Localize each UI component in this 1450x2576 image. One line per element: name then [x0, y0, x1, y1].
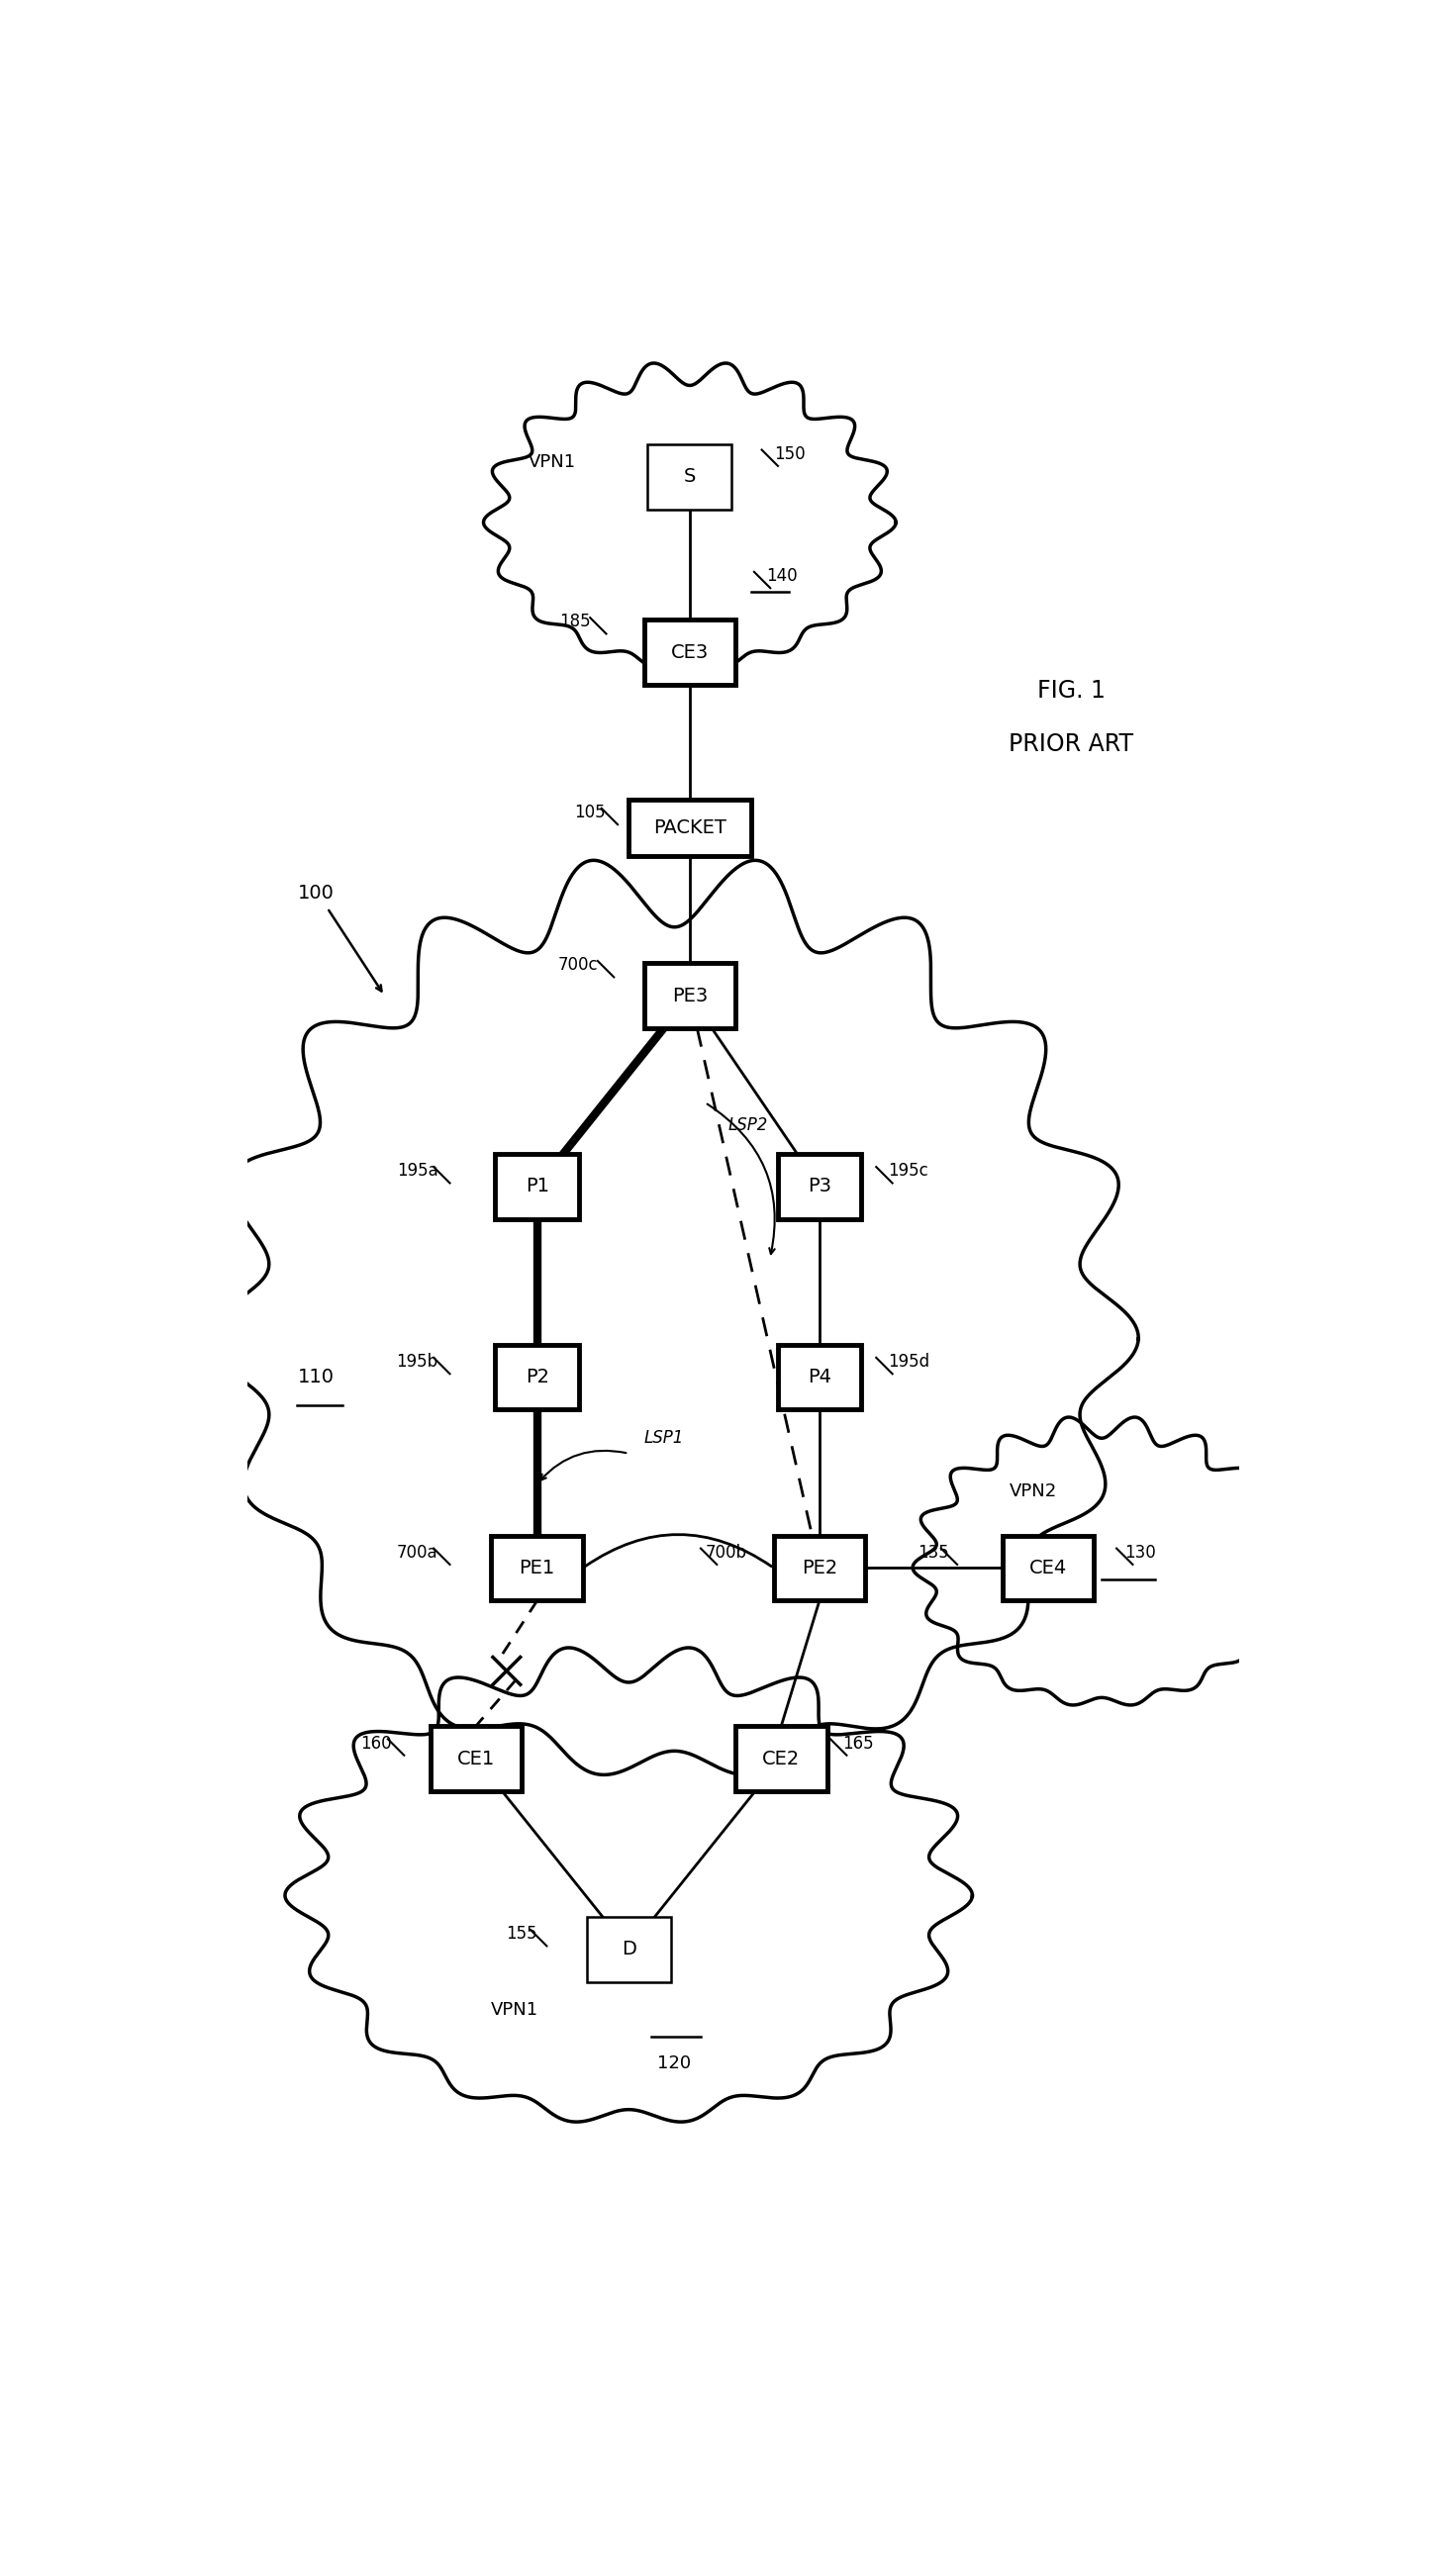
FancyBboxPatch shape: [629, 799, 751, 855]
Text: 150: 150: [774, 446, 805, 464]
Text: 130: 130: [1125, 1543, 1156, 1561]
Text: VPN1: VPN1: [529, 453, 576, 471]
FancyBboxPatch shape: [431, 1726, 522, 1790]
Text: 160: 160: [361, 1734, 392, 1752]
FancyBboxPatch shape: [648, 446, 732, 510]
Text: 155: 155: [506, 1924, 536, 1942]
Text: PE2: PE2: [802, 1558, 837, 1577]
Text: VPN2: VPN2: [1009, 1484, 1057, 1499]
Text: P3: P3: [808, 1177, 831, 1195]
Text: 165: 165: [842, 1734, 873, 1752]
Text: S: S: [683, 469, 696, 487]
FancyBboxPatch shape: [735, 1726, 826, 1790]
Text: 100: 100: [297, 884, 334, 902]
FancyBboxPatch shape: [644, 963, 735, 1028]
Text: 110: 110: [297, 1368, 334, 1386]
Text: CE4: CE4: [1029, 1558, 1067, 1577]
Text: FIG. 1: FIG. 1: [1037, 677, 1105, 703]
FancyBboxPatch shape: [644, 621, 735, 685]
Text: 700c: 700c: [558, 956, 599, 974]
Text: D: D: [621, 1940, 637, 1958]
Text: 195c: 195c: [887, 1162, 928, 1180]
FancyBboxPatch shape: [777, 1154, 861, 1218]
Text: CE2: CE2: [763, 1749, 800, 1767]
Text: P1: P1: [525, 1177, 550, 1195]
Text: 700b: 700b: [705, 1543, 747, 1561]
FancyBboxPatch shape: [1002, 1535, 1095, 1600]
Text: PRIOR ART: PRIOR ART: [1009, 732, 1134, 755]
Text: PACKET: PACKET: [652, 819, 726, 837]
Text: 195b: 195b: [396, 1352, 438, 1370]
Text: PE3: PE3: [671, 987, 708, 1005]
Text: CE1: CE1: [457, 1749, 494, 1767]
FancyBboxPatch shape: [494, 1154, 579, 1218]
Text: PE1: PE1: [519, 1558, 555, 1577]
FancyBboxPatch shape: [777, 1345, 861, 1409]
Text: 105: 105: [574, 804, 606, 822]
FancyArrowPatch shape: [586, 1535, 771, 1566]
FancyBboxPatch shape: [587, 1917, 671, 1981]
Text: P2: P2: [525, 1368, 550, 1386]
FancyBboxPatch shape: [774, 1535, 866, 1600]
Text: VPN1: VPN1: [490, 2002, 538, 2020]
Text: 195a: 195a: [397, 1162, 438, 1180]
Text: 195d: 195d: [887, 1352, 929, 1370]
Text: CE3: CE3: [671, 644, 709, 662]
Text: 140: 140: [766, 567, 798, 585]
Text: 700a: 700a: [397, 1543, 438, 1561]
Text: P4: P4: [808, 1368, 831, 1386]
FancyBboxPatch shape: [492, 1535, 583, 1600]
Text: LSP2: LSP2: [728, 1115, 768, 1133]
Text: 185: 185: [560, 613, 590, 631]
FancyBboxPatch shape: [494, 1345, 579, 1409]
Text: 120: 120: [657, 2056, 692, 2074]
Text: 135: 135: [918, 1543, 950, 1561]
Text: LSP1: LSP1: [644, 1430, 684, 1448]
